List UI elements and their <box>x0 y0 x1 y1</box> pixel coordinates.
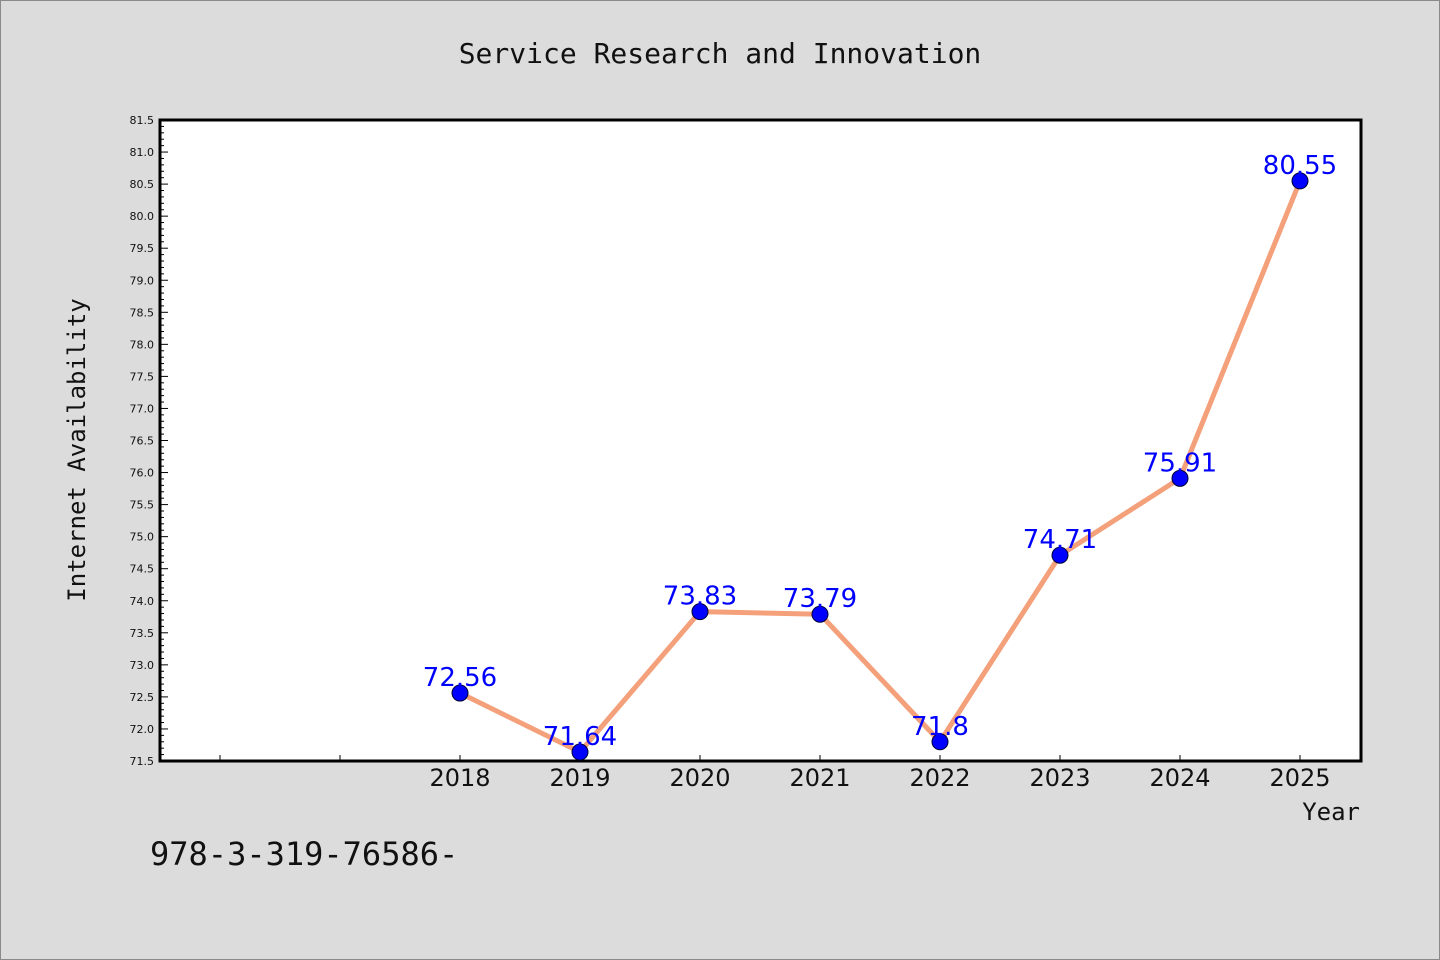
y-tick-label: 78.5 <box>130 306 155 319</box>
y-tick-label: 72.0 <box>130 723 155 736</box>
x-tick-label: 2025 <box>1269 764 1330 792</box>
data-point <box>1291 172 1309 190</box>
x-axis-label: Year <box>1302 798 1360 826</box>
y-tick-label: 76.5 <box>130 435 155 448</box>
data-label: 72.56 <box>423 663 497 693</box>
series-line <box>451 172 1309 761</box>
series-polyline <box>457 178 1303 755</box>
data-label: 71.64 <box>543 722 617 752</box>
x-tick-label: 2021 <box>789 764 850 792</box>
y-tick-label: 73.5 <box>130 627 155 640</box>
data-label: 73.83 <box>663 582 737 612</box>
data-point <box>1051 546 1069 564</box>
y-tick-label: 77.5 <box>130 370 155 383</box>
y-tick-label: 73.0 <box>130 659 155 672</box>
y-axis-label: Internet Availability <box>63 298 91 601</box>
x-tick-label: 2019 <box>549 764 610 792</box>
data-point <box>931 733 949 751</box>
footer-text: 978-3-319-76586- <box>150 835 458 873</box>
y-axis: 71.5 72.0 72.5 73.0 73.5 74.0 74.5 75.0 75.5 76.0… <box>130 114 168 768</box>
y-tick-label: 76.0 <box>130 467 155 480</box>
chart-title: Service Research and Innovation <box>459 37 982 70</box>
y-tick-label: 72.5 <box>130 691 155 704</box>
x-tick-label: 2023 <box>1029 764 1090 792</box>
y-tick-label: 75.0 <box>130 531 155 544</box>
data-label: 71.8 <box>911 712 969 742</box>
x-tick-label: 2018 <box>429 764 490 792</box>
y-tick-label: 79.5 <box>130 242 155 255</box>
y-tick-label: 81.5 <box>130 114 155 127</box>
y-tick-label: 78.0 <box>130 338 155 351</box>
data-label: 73.79 <box>783 584 857 614</box>
x-tick-label: 2024 <box>1149 764 1210 792</box>
data-point <box>451 684 469 702</box>
y-tick-label: 71.5 <box>130 755 155 768</box>
data-labels: 72.56 71.64 73.83 73.79 71.8 74.71 75.91 80.55 <box>423 151 1337 752</box>
data-point <box>691 603 709 621</box>
y-tick-label: 80.5 <box>130 178 155 191</box>
data-label: 80.55 <box>1263 151 1337 181</box>
x-tick-label: 2020 <box>669 764 730 792</box>
data-point <box>1171 469 1189 487</box>
data-label: 75.91 <box>1143 448 1217 478</box>
y-tick-label: 77.0 <box>130 402 155 415</box>
y-tick-label: 74.0 <box>130 595 155 608</box>
data-point <box>571 743 589 761</box>
plot-area <box>158 118 1363 763</box>
x-tick-label: 2022 <box>909 764 970 792</box>
y-tick-label: 74.5 <box>130 563 155 576</box>
x-axis: 2018 2019 2020 2021 2022 2023 2024 2025 <box>219 755 1331 792</box>
data-label: 74.71 <box>1023 525 1097 555</box>
y-tick-label: 81.0 <box>130 146 155 159</box>
data-point <box>811 605 829 623</box>
y-tick-label: 80.0 <box>130 210 155 223</box>
y-tick-label: 79.0 <box>130 274 155 287</box>
y-tick-label: 75.5 <box>130 499 155 512</box>
